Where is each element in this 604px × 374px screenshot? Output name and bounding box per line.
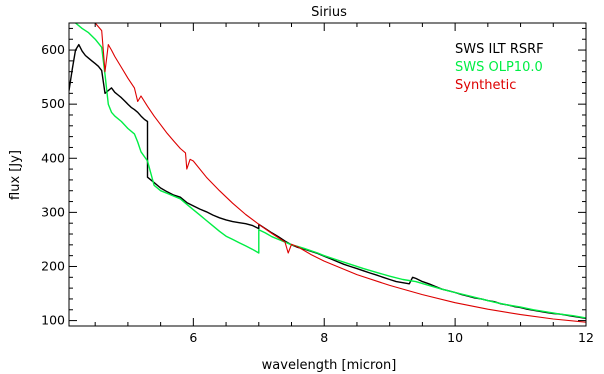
y-tick-label: 400 <box>41 150 65 165</box>
y-tick-label: 300 <box>41 204 65 219</box>
plot-frame <box>68 22 587 327</box>
y-tick-label: 500 <box>41 96 65 111</box>
x-axis-ticks: 6 8 10 12 <box>94 23 594 345</box>
series-group <box>69 23 586 323</box>
y-tick-label: 200 <box>41 258 65 273</box>
legend-entry-3: Synthetic <box>455 78 516 93</box>
y-tick-label: 100 <box>41 313 65 328</box>
chart-title: Sirius <box>311 5 347 20</box>
x-tick-label: 10 <box>447 330 463 345</box>
legend: SWS ILT RSRF SWS OLP10.0 Synthetic <box>455 42 544 93</box>
x-tick-label: 6 <box>189 330 197 345</box>
x-tick-label: 12 <box>578 330 594 345</box>
series-line-2 <box>74 23 586 319</box>
y-axis-label: flux [Jy] <box>8 150 23 200</box>
x-axis-label: wavelength [micron] <box>262 358 397 373</box>
y-tick-label: 600 <box>41 42 65 57</box>
x-tick-label: 8 <box>320 330 328 345</box>
legend-entry-2: SWS OLP10.0 <box>455 60 543 75</box>
legend-entry-1: SWS ILT RSRF <box>455 42 544 57</box>
series-line-3 <box>94 23 586 323</box>
y-axis-ticks: 100 200 300 400 500 600 <box>41 27 586 328</box>
